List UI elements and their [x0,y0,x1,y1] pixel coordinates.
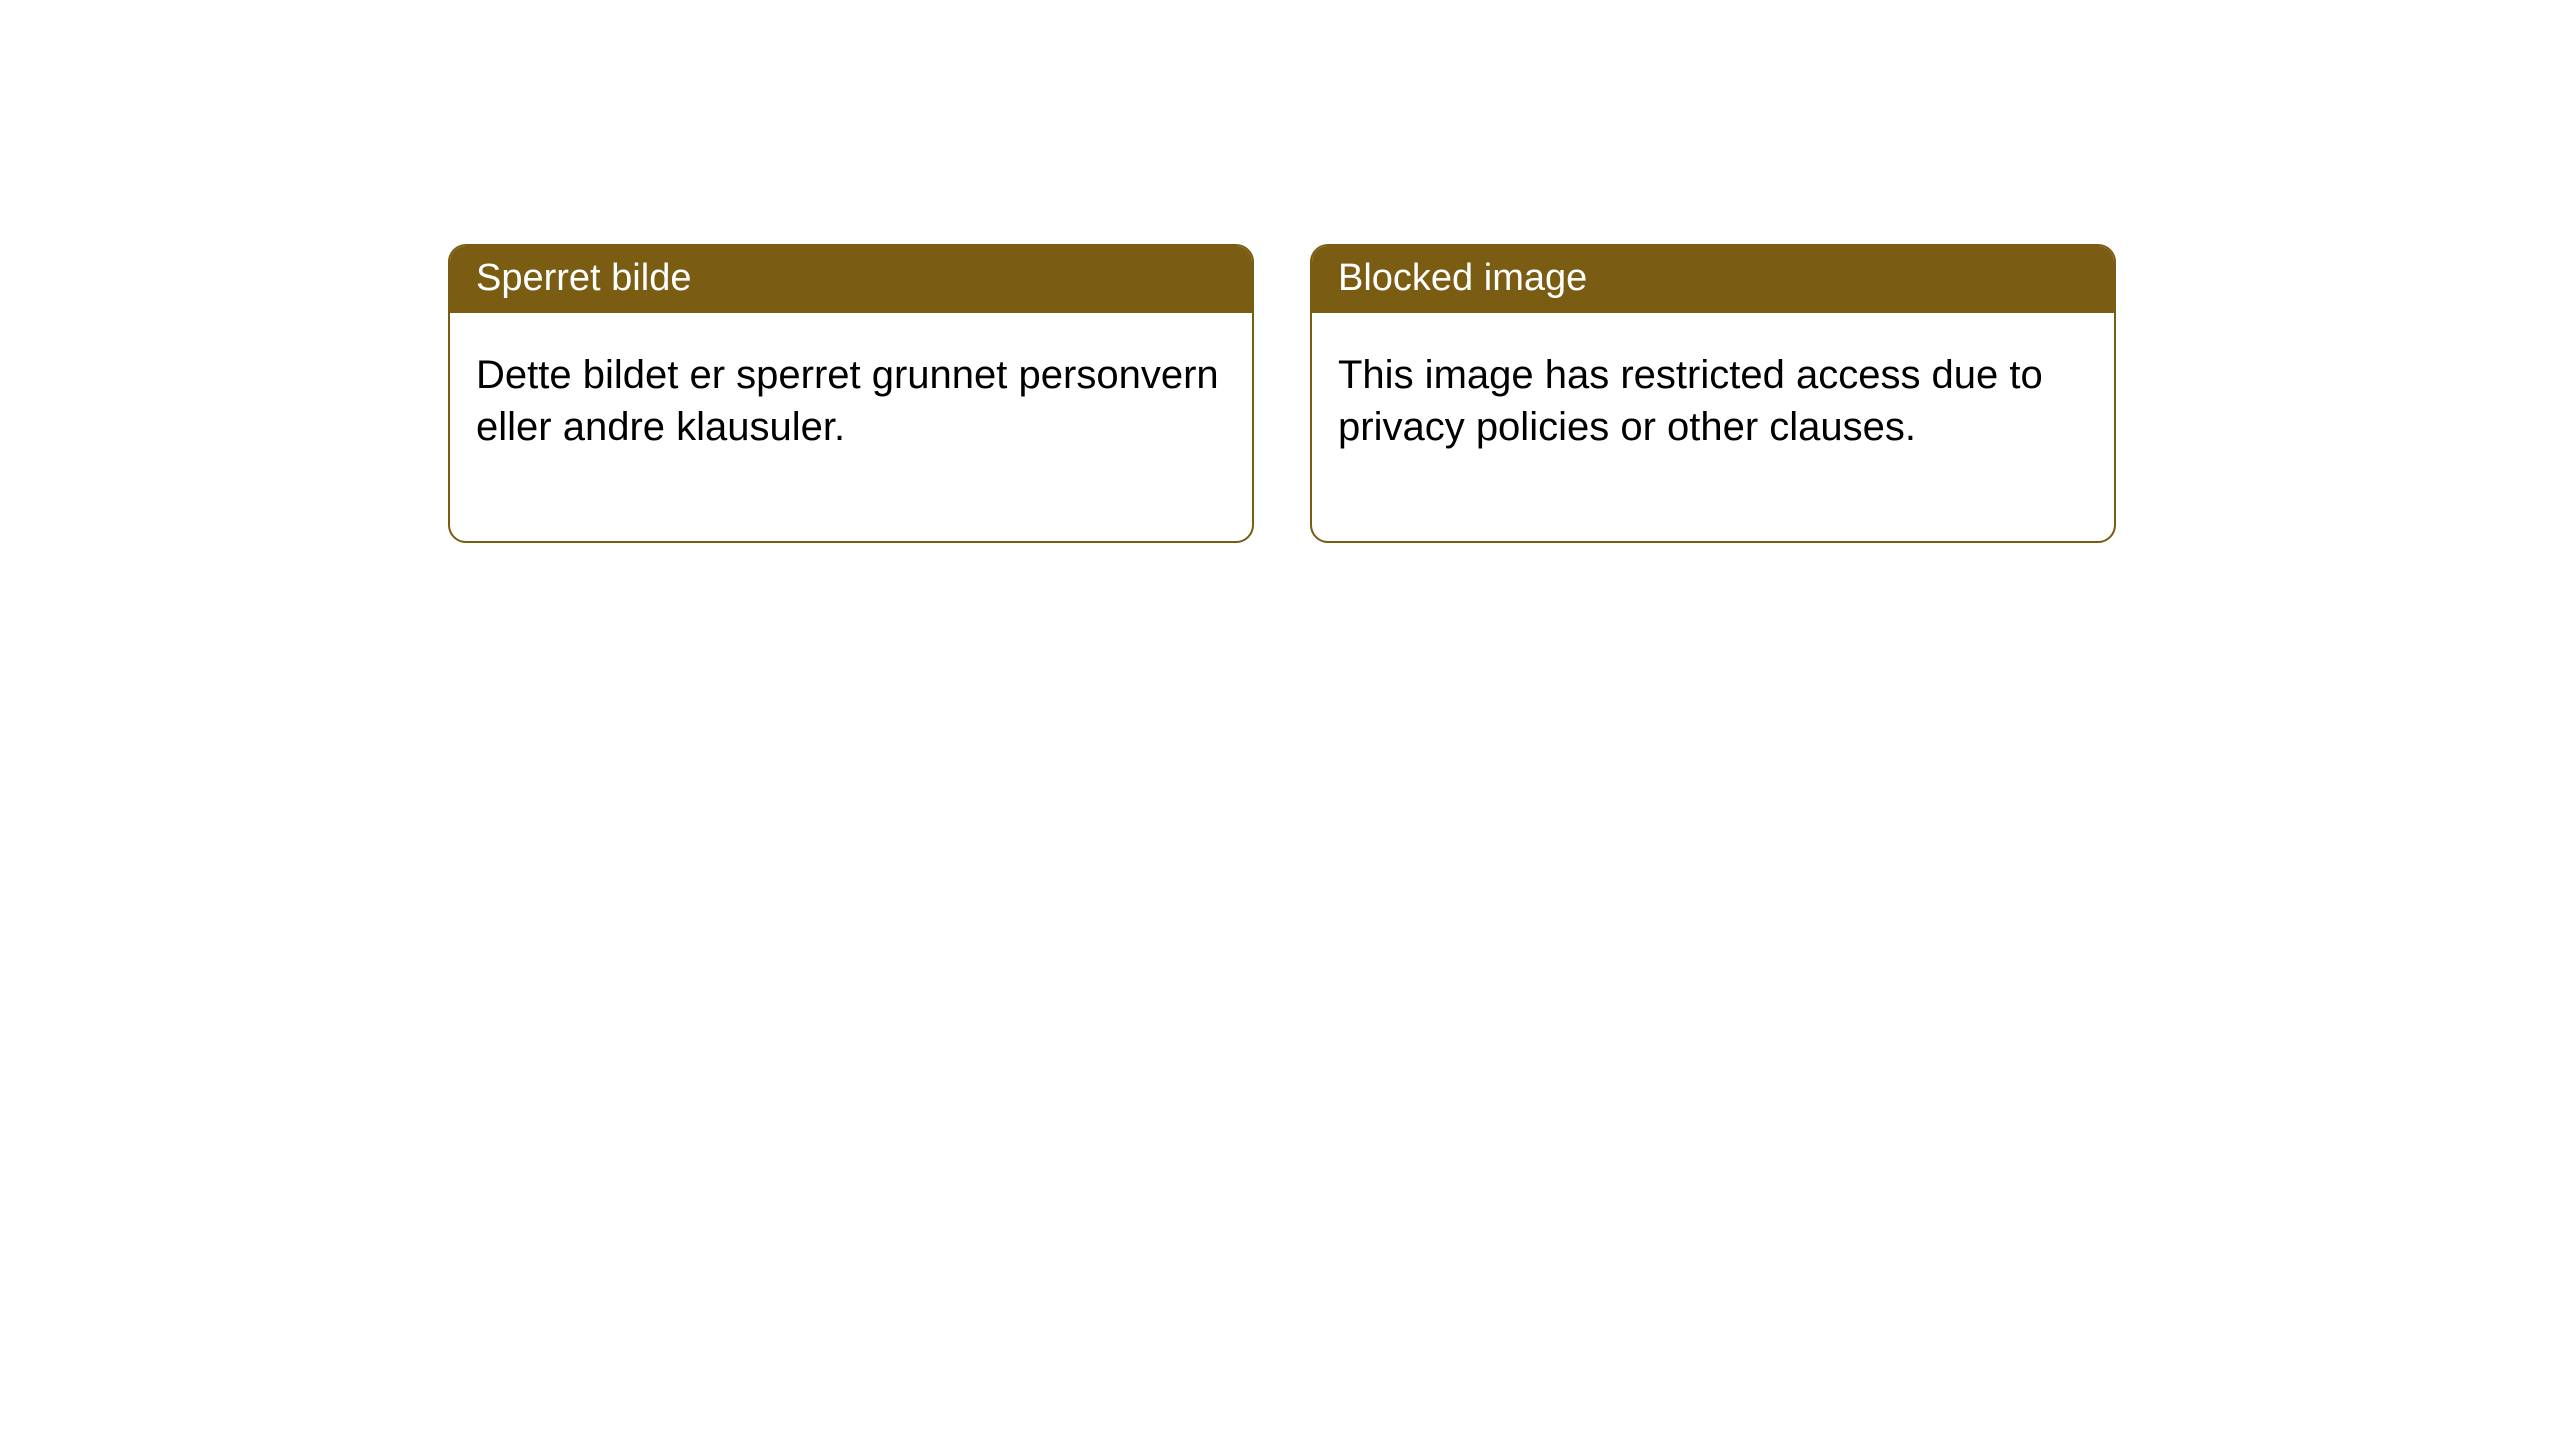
notice-card-english: Blocked image This image has restricted … [1310,244,2116,543]
notice-header-english: Blocked image [1312,246,2114,313]
notice-card-norwegian: Sperret bilde Dette bildet er sperret gr… [448,244,1254,543]
notice-body-norwegian: Dette bildet er sperret grunnet personve… [450,313,1252,541]
notice-container: Sperret bilde Dette bildet er sperret gr… [448,244,2116,543]
notice-body-english: This image has restricted access due to … [1312,313,2114,541]
notice-header-norwegian: Sperret bilde [450,246,1252,313]
